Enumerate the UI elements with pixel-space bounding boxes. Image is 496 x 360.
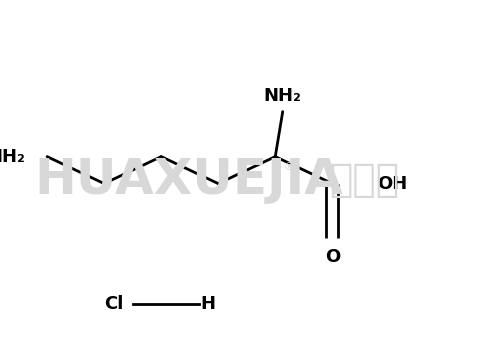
Text: Cl: Cl [104, 295, 124, 313]
Text: 化学加: 化学加 [329, 161, 400, 199]
Text: ®: ® [283, 162, 294, 172]
Text: H: H [201, 295, 216, 313]
Text: NH₂: NH₂ [0, 148, 25, 166]
Text: OH: OH [377, 175, 407, 193]
Text: HUAXUEJIA: HUAXUEJIA [34, 156, 343, 204]
Text: O: O [325, 248, 340, 266]
Text: NH₂: NH₂ [264, 87, 302, 105]
